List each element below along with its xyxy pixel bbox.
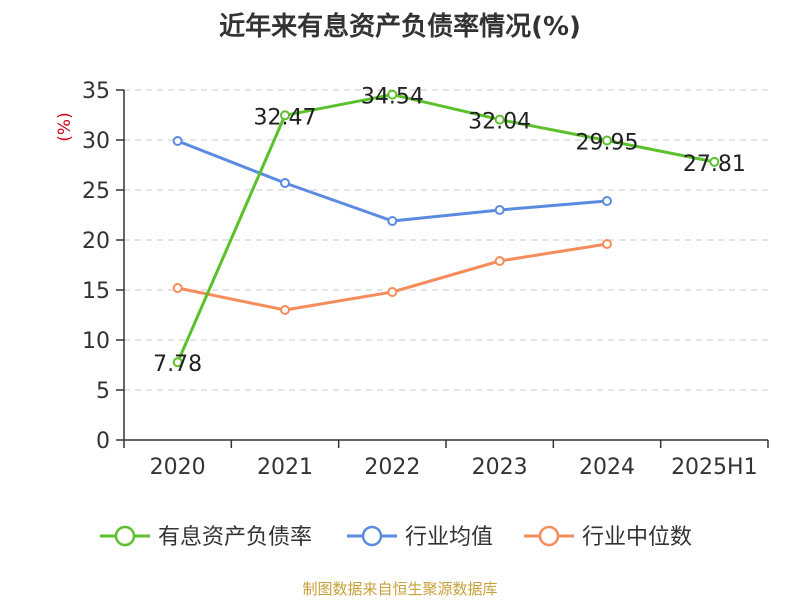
data-point	[602, 196, 612, 206]
data-label: 32.47	[254, 105, 317, 130]
data-label: 29.95	[576, 131, 639, 156]
data-point	[280, 178, 290, 188]
legend-label: 行业中位数	[582, 525, 692, 550]
x-tick-label: 2022	[364, 455, 420, 480]
y-tick-label: 30	[82, 129, 110, 154]
data-point	[602, 135, 612, 146]
data-point	[172, 357, 183, 368]
data-label: 27.81	[683, 152, 746, 177]
x-tick-label: 2025H1	[671, 455, 758, 480]
y-tick-label: 0	[96, 429, 110, 454]
grid	[124, 89, 768, 391]
y-tick-label: 25	[82, 179, 110, 204]
y-axis-label: (%)	[55, 112, 75, 141]
series-group	[172, 89, 720, 368]
legend-marker	[538, 525, 560, 547]
x-tick-label: 2024	[579, 455, 635, 480]
data-point	[709, 156, 720, 167]
data-point	[280, 110, 290, 121]
data-point	[387, 89, 398, 100]
x-tick-label: 2023	[472, 455, 528, 480]
x-tick-label: 2021	[257, 455, 313, 480]
legend-marker	[114, 525, 136, 547]
series-line	[177, 242, 608, 312]
data-point	[172, 136, 183, 146]
data-point	[280, 305, 290, 315]
x-tick-label: 2020	[150, 455, 206, 480]
legend-label: 有息资产负债率	[158, 525, 312, 550]
y-tick-label: 20	[82, 229, 110, 254]
data-label: 32.04	[468, 110, 531, 135]
chart-title: 近年来有息资产负债率情况(%)	[219, 12, 581, 42]
legend-label: 行业均值	[405, 525, 493, 550]
data-point	[387, 287, 398, 297]
data-point	[387, 216, 398, 226]
y-tick-label: 15	[82, 279, 110, 304]
legend: 有息资产负债率 行业均值 行业中位数	[100, 525, 692, 550]
data-label: 34.54	[361, 85, 424, 110]
data-point	[494, 256, 505, 266]
data-labels: 7.78 32.47 34.54 32.04 29.95 27.81	[153, 85, 746, 378]
y-tick-label: 5	[96, 379, 110, 404]
data-label: 7.78	[153, 352, 202, 377]
series-line	[177, 139, 608, 223]
data-point	[602, 239, 612, 249]
axes: 0 5 10 15 20 25 30 35 (%) 2020 2021 2022 2023 2024 202…	[55, 79, 769, 480]
data-point	[494, 114, 505, 125]
data-point	[494, 205, 505, 215]
series-line	[176, 93, 715, 363]
source-note: 制图数据来自恒生聚源数据库	[302, 580, 498, 598]
y-tick-label: 35	[82, 79, 110, 104]
y-tick-label: 10	[82, 329, 110, 354]
data-point	[172, 283, 183, 293]
legend-marker	[361, 525, 383, 547]
